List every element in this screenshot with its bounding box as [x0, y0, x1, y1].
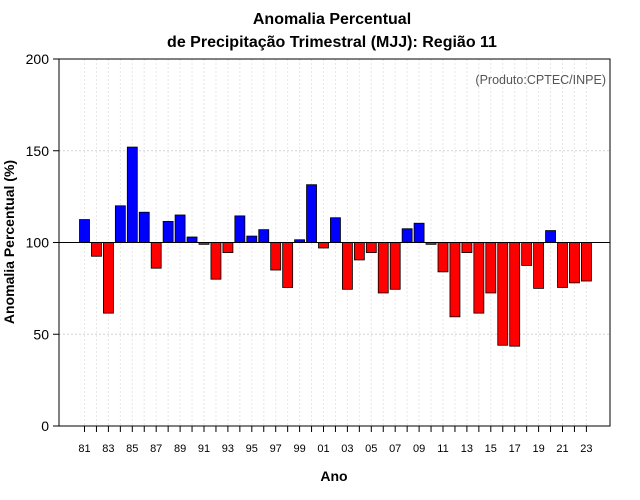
bar-88 [162, 220, 174, 243]
x-tick-label: 89 [174, 443, 186, 455]
x-tick-label: 19 [532, 443, 544, 455]
bar-13 [461, 242, 473, 253]
x-tick-label: 05 [365, 443, 377, 455]
x-axis-label: Ano [320, 468, 347, 484]
x-tick-label: 99 [293, 443, 305, 455]
bar-95 [246, 235, 258, 243]
x-tick-label: 21 [556, 443, 568, 455]
y-tick-label: 50 [33, 326, 49, 342]
chart-title: Anomalia Percentual [253, 11, 411, 28]
y-axis-label: Anomalia Percentual (%) [1, 160, 17, 324]
x-tick-label: 03 [341, 443, 353, 455]
y-tick-label: 150 [26, 143, 50, 159]
x-tick-label: 11 [437, 443, 448, 455]
x-tick-label: 15 [485, 443, 497, 455]
bar-94 [234, 215, 246, 243]
x-tick-label: 85 [126, 443, 138, 455]
x-tick-label: 07 [389, 443, 401, 455]
bar-16 [497, 242, 509, 346]
x-tick-label: 93 [222, 443, 234, 455]
x-tick-label: 83 [102, 443, 114, 455]
bar-08 [401, 228, 413, 243]
bar-15 [485, 242, 497, 294]
bar-82 [91, 242, 102, 257]
bar-81 [79, 219, 90, 243]
bar-23 [581, 242, 592, 282]
bar-89 [174, 214, 186, 243]
y-tick-label: 200 [26, 51, 50, 67]
bar-97 [270, 242, 282, 271]
bar-96 [258, 229, 270, 243]
source-credit: (Produto:CPTEC/INPE) [475, 73, 606, 87]
bar-09 [413, 222, 425, 243]
bar-87 [150, 242, 162, 269]
x-tick-label: 95 [246, 443, 258, 455]
bar-93 [222, 242, 234, 253]
bar-12 [449, 242, 461, 318]
bar-05 [365, 242, 377, 253]
x-tick-label: 87 [150, 443, 162, 455]
bar-07 [389, 242, 401, 290]
bar-01 [318, 242, 329, 249]
bar-11 [437, 242, 449, 273]
bar-86 [138, 211, 150, 243]
bar-18 [521, 242, 533, 266]
bar-04 [353, 242, 365, 261]
x-tick-label: 81 [78, 443, 90, 455]
bar-84 [114, 205, 126, 243]
bar-14 [473, 242, 485, 314]
grid-lines [59, 59, 610, 426]
bar-83 [103, 242, 114, 314]
x-tick-label: 09 [413, 443, 425, 455]
bar-17 [509, 242, 521, 347]
x-tick-label: 97 [270, 443, 282, 455]
x-tick-label: 01 [317, 443, 329, 455]
chart-subtitle: de Precipitação Trimestral (MJJ): Região… [167, 34, 497, 51]
bar-series [79, 146, 592, 347]
bar-22 [569, 242, 580, 284]
bar-19 [533, 242, 544, 289]
bar-00 [306, 184, 317, 243]
bar-92 [210, 242, 222, 280]
bar-85 [126, 146, 138, 243]
bar-03 [341, 242, 353, 290]
y-tick-label: 100 [26, 235, 50, 251]
x-tick-label: 17 [509, 443, 521, 455]
bar-20 [545, 230, 556, 243]
bar-98 [282, 242, 294, 288]
x-tick-label: 91 [198, 443, 210, 455]
y-axis: 0 50 100 150 200 [26, 51, 59, 434]
bar-02 [330, 217, 341, 243]
bar-06 [377, 242, 389, 294]
y-tick-label: 0 [41, 418, 49, 434]
x-axis: 81 83 85 87 89 91 93 95 97 99 01 03 05 07 09 11 13 15 17 19… [78, 426, 593, 455]
bar-90 [186, 236, 198, 243]
x-tick-label: 23 [580, 443, 592, 455]
bar-21 [557, 242, 568, 288]
x-tick-label: 13 [461, 443, 473, 455]
